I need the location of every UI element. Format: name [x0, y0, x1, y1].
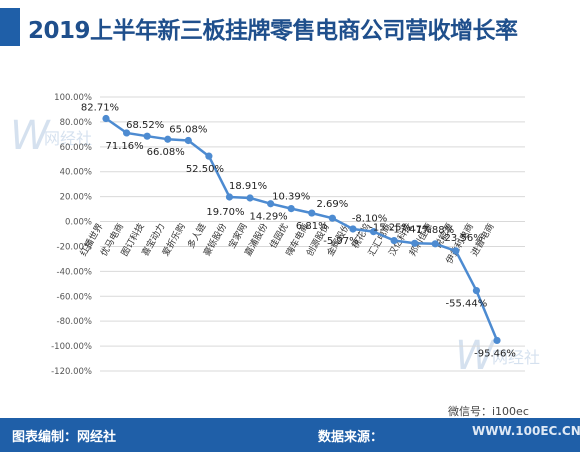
- data-point: [164, 135, 172, 143]
- data-label: 66.08%: [147, 147, 185, 158]
- footer-bar: 图表编制：网经社 数据来源：: [0, 418, 580, 452]
- data-label: 68.52%: [126, 120, 164, 131]
- y-tick-label: 80.00%: [60, 118, 92, 128]
- watermark-right-text: 网经社: [492, 348, 540, 367]
- y-tick-label: 40.00%: [60, 168, 92, 178]
- wechat-id: 微信号：i100ec: [448, 405, 529, 418]
- grid: [100, 96, 525, 372]
- title-bar: 2019上半年新三板挂牌零售电商公司营收增长率: [0, 0, 580, 54]
- data-point: [411, 239, 419, 247]
- chart-title: 2019上半年新三板挂牌零售电商公司营收增长率: [28, 18, 518, 44]
- data-label: 2.69%: [316, 199, 348, 210]
- title-accent: [0, 8, 20, 46]
- data-label: 14.29%: [250, 212, 288, 223]
- watermark-left-text: 网经社: [44, 129, 92, 148]
- data-label: 82.71%: [81, 103, 119, 114]
- data-label: 71.16%: [106, 141, 144, 152]
- site-url: WWW.100EC.CN: [472, 424, 580, 438]
- data-point: [102, 114, 110, 123]
- y-tick-label: -80.00%: [57, 317, 92, 327]
- data-label: -5.97%: [323, 236, 358, 247]
- data-point: [308, 209, 316, 217]
- watermark-logo-left: W 网经社: [10, 113, 92, 159]
- y-tick-label: -60.00%: [57, 292, 92, 302]
- data-point: [452, 247, 460, 255]
- y-tick-label: -20.00%: [57, 242, 92, 252]
- y-tick-label: -120.00%: [51, 367, 92, 377]
- data-label: -8.10%: [352, 214, 387, 225]
- y-tick-label: 20.00%: [60, 193, 92, 203]
- data-points: [102, 114, 501, 345]
- data-point: [431, 240, 439, 248]
- y-tick-label: 100.00%: [54, 93, 92, 103]
- data-point: [143, 132, 151, 140]
- data-point: [472, 286, 481, 295]
- data-point: [246, 194, 254, 202]
- data-label: 65.08%: [169, 124, 207, 135]
- data-label: -95.46%: [474, 348, 516, 359]
- data-point: [390, 236, 398, 245]
- data-point: [369, 228, 378, 236]
- data-label: -15.25%: [369, 223, 411, 234]
- data-point: [287, 205, 295, 213]
- data-label: 18.91%: [229, 181, 267, 192]
- data-point: [267, 200, 275, 208]
- data-point: [349, 225, 357, 233]
- y-tick-label: -100.00%: [51, 342, 92, 352]
- data-label: 6.81%: [296, 221, 328, 232]
- data-label: 52.50%: [186, 164, 224, 175]
- data-label: 19.70%: [206, 207, 244, 218]
- data-label: -55.44%: [446, 299, 488, 310]
- data-label: 10.39%: [272, 192, 310, 203]
- data-point: [205, 152, 213, 160]
- data-point: [328, 214, 336, 222]
- data-point: [225, 193, 234, 201]
- footer-credit: 图表编制：网经社: [12, 430, 117, 445]
- data-label: -17.47%: [390, 224, 432, 235]
- data-labels: 82.71% 71.16% 68.52% 66.08% 65.08% 52.50% 19.7…: [81, 103, 516, 360]
- y-tick-label: 0.00%: [65, 218, 92, 228]
- data-point: [493, 336, 501, 345]
- y-tick-label: 60.00%: [60, 143, 92, 153]
- y-axis-ticks: 100.00% 80.00% 60.00% 40.00% 20.00% 0.00% -20.…: [51, 93, 92, 377]
- svg-text:W: W: [10, 113, 51, 159]
- line-chart: W 网经社 W 网经社 100.00% 80.00% 60.00% 40.00% 20.…: [10, 93, 540, 379]
- data-label: -23.56%: [441, 233, 483, 244]
- footer-source: 数据来源：: [318, 430, 384, 445]
- y-tick-label: -40.00%: [57, 267, 92, 277]
- data-point: [122, 129, 131, 137]
- data-label: -17.88%: [412, 225, 454, 236]
- data-point: [184, 136, 192, 145]
